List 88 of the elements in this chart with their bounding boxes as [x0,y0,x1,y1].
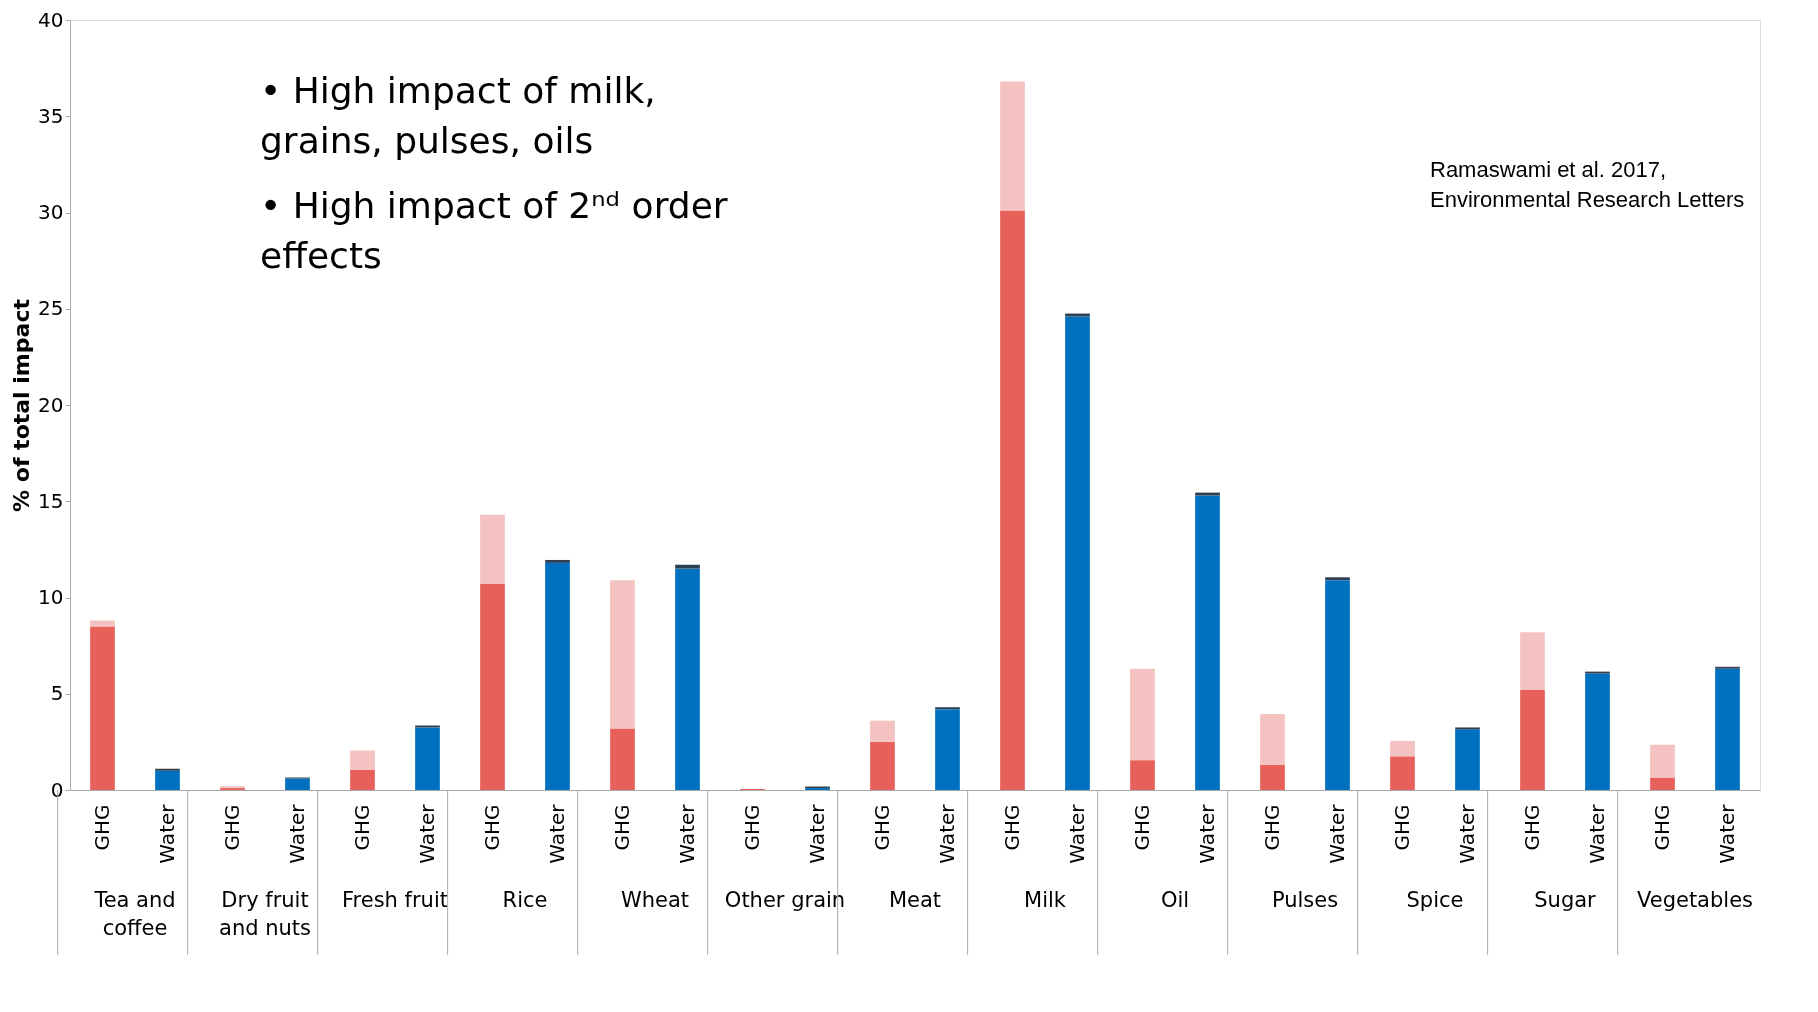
bar [415,727,440,790]
x-tick-label: Water [1584,803,1609,864]
y-tick-label: 35 [38,103,64,128]
bar [1390,756,1415,790]
bar [285,778,310,790]
bar [1000,210,1025,790]
text: Dry fruit and nuts [219,888,311,940]
x-tick-label: GHG [1519,804,1544,851]
x-tick-label: Water [1064,803,1089,864]
x-tick-label: Water [1454,803,1479,864]
bar [545,559,570,563]
x-tick-label: Water [1714,803,1739,864]
x-tick-label: Water [544,803,569,864]
x-tick-label: GHG [219,804,244,851]
bar [350,750,375,770]
text: Other grain [724,888,846,912]
text: Fresh fruit [342,888,448,912]
text: Oil [1160,888,1190,912]
bar [1130,760,1155,790]
bar [1650,744,1675,778]
bar [480,584,505,790]
bar [1325,580,1350,790]
y-tick-label: 25 [38,296,64,321]
x-tick-label: Water [934,803,959,864]
bar [1260,713,1285,765]
x-tick-label: GHG [1389,804,1414,851]
text: Spice [1406,888,1464,912]
y-tick-label: 0 [50,777,64,802]
bar [90,626,115,790]
y-tick-label: 15 [38,488,64,513]
x-tick-label: GHG [479,804,504,851]
x-tick-label: Water [1194,803,1219,864]
bar [1390,740,1415,757]
text: Wheat [620,888,690,912]
x-tick-label: Water [804,803,829,864]
y-tick-label: 20 [38,392,64,417]
bar [870,741,895,790]
x-tick-label: GHG [1649,804,1674,851]
x-tick-label: GHG [739,804,764,851]
x-tick-label: GHG [1129,804,1154,851]
bar [1325,577,1350,581]
bar [1520,632,1545,690]
x-tick-label: Water [1324,803,1349,864]
y-tick-label: 40 [38,7,64,32]
x-tick-label: Water [284,803,309,864]
bar [1000,81,1025,211]
x-tick-label: GHG [869,804,894,851]
x-tick-label: GHG [609,804,634,851]
x-tick-label: Water [414,803,439,864]
x-tick-label: GHG [349,804,374,851]
bar [1585,673,1610,790]
x-tick-label: GHG [89,804,114,851]
bar [1520,689,1545,790]
bar [610,580,635,729]
annotation: • High impact of 2ⁿᵈ order effects [260,185,728,276]
bar [155,770,180,790]
text: Sugar [1534,888,1597,912]
bar [1455,729,1480,790]
text: Milk [1024,888,1067,912]
bar [1195,495,1220,790]
bar [1715,668,1740,790]
bar [1260,764,1285,790]
x-tick-label: GHG [1259,804,1284,851]
annotation: Ramaswami et al. 2017, Environmental Research Letters [1430,157,1745,212]
text: Vegetables [1636,888,1754,912]
bar [1065,316,1090,790]
bar [935,709,960,790]
text: Meat [888,888,942,912]
x-tick-label: Water [674,803,699,864]
x-tick-label: Water [154,803,179,864]
bar [675,564,700,569]
bar [545,562,570,790]
bar [675,568,700,790]
y-tick-label: 30 [38,200,64,224]
bar [1130,668,1155,761]
text: Tea and coffee [93,888,176,940]
bar [350,769,375,790]
y-tick-label: 5 [50,681,64,706]
x-tick-label: GHG [999,804,1024,851]
bar [870,720,895,742]
y-tick-label: 10 [38,585,64,609]
text: Rice [502,888,548,912]
bar [480,514,505,585]
bar [1650,777,1675,790]
bar [610,728,635,790]
y-axis-title: % of total impact [9,298,35,512]
text: Pulses [1271,888,1339,912]
annotation: • High impact of milk, grains, pulses, oils [260,70,656,161]
